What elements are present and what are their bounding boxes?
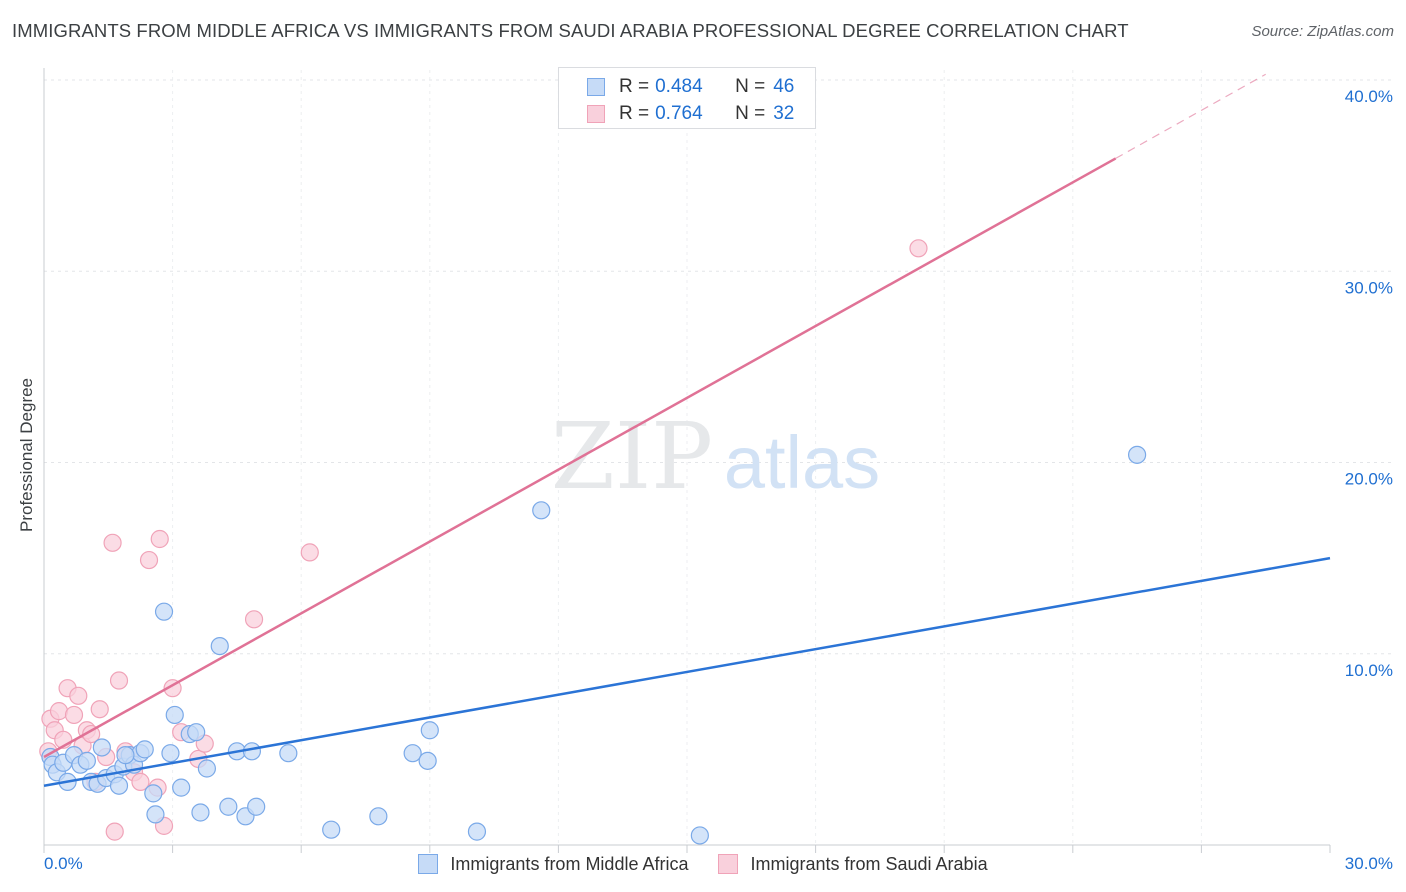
x-tick-label: 0.0% [44,854,83,873]
point-saudi-arabia [109,671,129,690]
point-middle-africa [109,776,129,795]
point-middle-africa [322,820,341,839]
point-middle-africa [242,742,262,761]
point-saudi-arabia [103,533,122,552]
y-axis-label: Professional Degree [17,377,36,533]
legend-r-value: 0.484 [655,76,703,97]
legend-row-middle-africa: R = 0.484 N = 46 [587,75,794,99]
point-middle-africa [161,744,180,763]
point-middle-africa [165,705,184,725]
point-saudi-arabia [909,239,928,258]
legend-swatch-blue [418,854,439,874]
chart-title: IMMIGRANTS FROM MIDDLE AFRICA VS IMMIGRA… [12,20,1129,41]
point-middle-africa [146,805,165,824]
point-middle-africa [154,602,174,621]
legend-n-value: 32 [773,103,795,124]
watermark-atlas: atlas [724,421,880,504]
y-tick-label: 10.0% [1345,661,1393,680]
legend-row-saudi-arabia: R = 0.764 N = 32 [587,102,794,126]
point-saudi-arabia [300,543,319,562]
legend-series: Immigrants from Middle Africa Immigrants… [0,850,1406,878]
y-tick-label: 20.0% [1345,470,1393,489]
legend-swatch-pink [587,105,605,123]
point-middle-africa [116,746,135,765]
point-middle-africa [420,721,439,740]
x-tick-label: 30.0% [1345,854,1393,873]
point-middle-africa [187,723,206,742]
trendlines [43,73,1331,787]
point-saudi-arabia [69,686,88,705]
legend-swatch-blue [587,78,605,96]
point-middle-africa [144,784,163,803]
point-saudi-arabia [244,610,264,629]
point-middle-africa [369,807,388,826]
point-middle-africa [467,822,487,841]
legend-n-value: 46 [773,76,795,97]
point-middle-africa [191,803,210,822]
point-saudi-arabia [150,529,169,549]
point-middle-africa [279,744,298,763]
trendline-saudi-arabia [43,157,1117,759]
legend-label: Immigrants from Saudi Arabia [750,853,988,874]
point-middle-africa [532,501,551,520]
point-saudi-arabia [64,705,84,725]
source-label: Source: ZipAtlas.com [1251,23,1394,40]
point-middle-africa [403,744,422,763]
point-saudi-arabia [49,702,69,721]
legend-r-label: R = [619,76,650,97]
legend-n-label: N = [735,76,766,97]
point-middle-africa [690,826,709,845]
legend-label: Immigrants from Middle Africa [450,853,689,874]
point-saudi-arabia [131,772,150,791]
legend-stats: R = 0.484 N = 46 R = 0.764 N = 32 [558,67,816,129]
trendline-saudi-arabia-extension [1115,73,1266,159]
point-middle-africa [92,738,111,757]
watermark-zip: ZIP [551,403,713,510]
legend-swatch-pink [718,854,739,874]
tick-labels: 10.0% 20.0% 30.0% 40.0% 0.0% 30.0% [44,87,1393,873]
legend-item-middle-africa[interactable]: Immigrants from Middle Africa [418,854,688,875]
point-middle-africa [197,759,216,778]
y-tick-label: 30.0% [1345,278,1393,297]
point-middle-africa [172,778,191,797]
point-middle-africa [1127,445,1147,464]
legend-r-value: 0.764 [655,103,703,124]
point-middle-africa [135,740,154,759]
point-saudi-arabia [90,700,109,719]
point-middle-africa [210,636,229,656]
legend-item-saudi-arabia[interactable]: Immigrants from Saudi Arabia [718,853,988,875]
point-saudi-arabia [139,550,159,570]
points-layer [39,239,1147,845]
y-tick-label: 40.0% [1345,87,1393,106]
grid [44,70,1392,845]
legend-n-label: N = [735,103,766,124]
watermark: ZIP atlas [551,403,880,510]
point-middle-africa [219,797,238,816]
point-saudi-arabia [105,822,124,841]
point-middle-africa [247,797,266,816]
point-middle-africa [418,751,437,770]
trendline-middle-africa [43,556,1331,787]
point-middle-africa [77,751,96,770]
legend-r-label: R = [619,103,650,124]
